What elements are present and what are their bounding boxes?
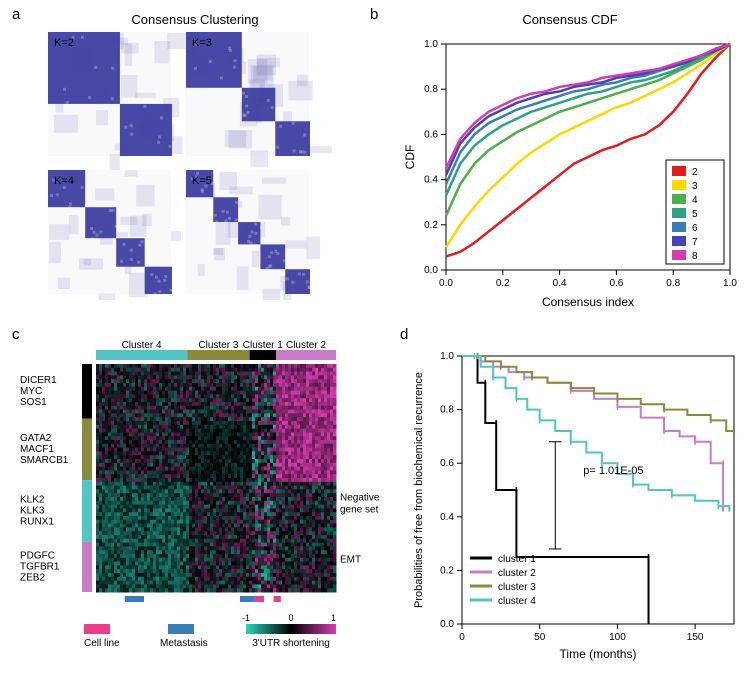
svg-text:MACF1: MACF1 <box>20 444 54 455</box>
svg-text:4: 4 <box>692 195 698 206</box>
panel-b-chart: 0.0 0.2 0.4 0.6 0.8 1.0 0.0 0.2 0.4 0.6 0.8 1.0 Cons… <box>400 36 740 314</box>
svg-text:0.0: 0.0 <box>439 278 453 289</box>
panel-d-label: d <box>400 326 408 343</box>
panel-c-label: c <box>12 326 20 343</box>
svg-text:0.2: 0.2 <box>496 278 510 289</box>
svg-text:0.6: 0.6 <box>424 129 438 140</box>
svg-text:Cluster 3: Cluster 3 <box>198 340 238 351</box>
svg-text:KLK3: KLK3 <box>20 506 45 517</box>
svg-text:CDF: CDF <box>403 145 417 170</box>
panel-c-heatmap: Cluster 4 Cluster 3 Cluster 1Cluster 2 DICE… <box>20 340 400 678</box>
svg-text:7: 7 <box>692 237 698 248</box>
svg-text:2: 2 <box>692 167 698 178</box>
svg-text:ZEB2: ZEB2 <box>20 572 45 583</box>
svg-text:Consensus index: Consensus index <box>542 295 634 309</box>
svg-text:K=5: K=5 <box>192 175 212 187</box>
svg-text:SMARCB1: SMARCB1 <box>20 455 69 466</box>
svg-text:PDGFC: PDGFC <box>20 550 55 561</box>
svg-text:5: 5 <box>692 209 698 220</box>
svg-text:MYC: MYC <box>20 386 42 397</box>
svg-text:0.2: 0.2 <box>424 220 438 231</box>
svg-text:1.0: 1.0 <box>424 39 438 50</box>
panel-a-label: a <box>12 6 20 23</box>
svg-text:1.0: 1.0 <box>723 278 737 289</box>
panel-b-label: b <box>370 6 378 23</box>
svg-text:KLK2: KLK2 <box>20 495 45 506</box>
svg-text:K=2: K=2 <box>54 37 74 49</box>
svg-text:0.8: 0.8 <box>666 278 680 289</box>
svg-text:TGFBR1: TGFBR1 <box>20 561 60 572</box>
svg-text:K=3: K=3 <box>192 37 212 49</box>
svg-text:0.4: 0.4 <box>424 175 438 186</box>
svg-text:Cluster 2: Cluster 2 <box>286 340 326 351</box>
svg-text:GATA2: GATA2 <box>20 433 52 444</box>
svg-text:3: 3 <box>692 181 698 192</box>
svg-text:Cluster 1: Cluster 1 <box>243 340 283 351</box>
svg-text:RUNX1: RUNX1 <box>20 517 54 528</box>
svg-text:K=4: K=4 <box>54 175 74 187</box>
svg-text:SOS1: SOS1 <box>20 397 47 408</box>
svg-text:0.4: 0.4 <box>553 278 567 289</box>
svg-text:DICER1: DICER1 <box>20 375 57 386</box>
svg-text:0.0: 0.0 <box>424 265 438 276</box>
svg-text:8: 8 <box>692 251 698 262</box>
svg-text:Cluster 4: Cluster 4 <box>122 340 162 351</box>
svg-text:0.8: 0.8 <box>424 84 438 95</box>
svg-text:0.6: 0.6 <box>609 278 623 289</box>
panel-a-heatmaps: K=2 K=3 K=4 K=5 <box>48 32 336 300</box>
svg-text:6: 6 <box>692 223 698 234</box>
panel-d-chart: 0501001500.00.20.40.60.81.0Time (months)… <box>408 348 744 664</box>
panel-a-title: Consensus Clustering <box>85 12 305 27</box>
panel-b-title: Consensus CDF <box>470 12 670 27</box>
